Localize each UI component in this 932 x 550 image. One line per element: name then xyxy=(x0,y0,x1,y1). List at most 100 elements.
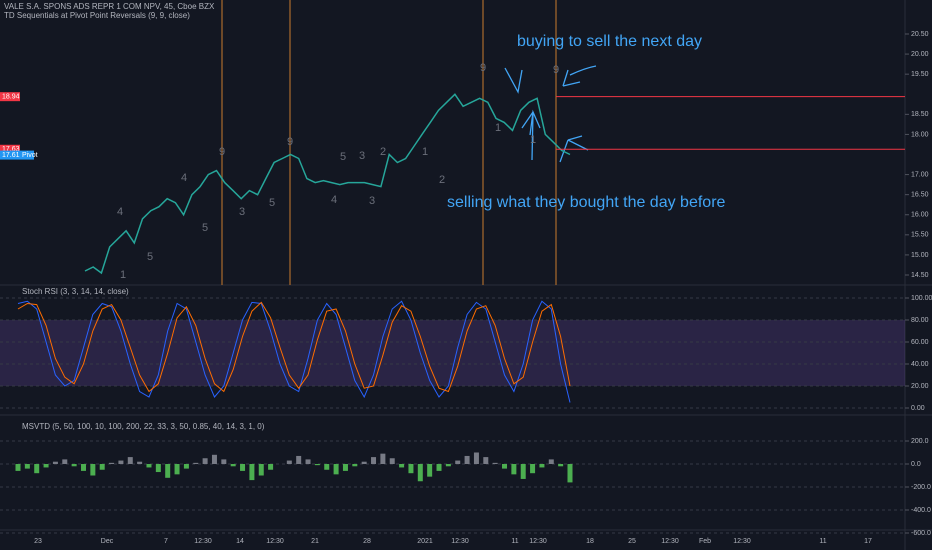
x-tick-label: 12:30 xyxy=(194,538,212,545)
y-tick-label: 15.00 xyxy=(911,252,929,259)
bar xyxy=(380,453,386,464)
bar xyxy=(548,459,554,464)
td-count: 9 xyxy=(480,62,486,74)
x-tick-label: 11 xyxy=(511,538,518,545)
x-tick-label: Feb xyxy=(699,538,711,545)
td-count: 9 xyxy=(287,136,293,148)
y-tick-label: 80.00 xyxy=(911,317,929,324)
td-count: 4 xyxy=(117,206,123,218)
bar xyxy=(174,464,180,475)
bar xyxy=(24,464,30,469)
indicator-title: Stoch RSI (3, 3, 14, 14, close) xyxy=(22,287,129,296)
td-count: 1 xyxy=(120,269,126,281)
bar xyxy=(455,460,461,464)
bar xyxy=(52,461,58,464)
bar xyxy=(511,464,517,475)
y-tick-label: 100.00 xyxy=(911,295,932,302)
series-line xyxy=(17,301,571,393)
bar xyxy=(558,464,564,467)
indicator-title: MSVTD (5, 50, 100, 10, 100, 200, 22, 33,… xyxy=(22,422,265,431)
x-tick-label: 12:30 xyxy=(451,538,469,545)
bar xyxy=(389,458,395,464)
bar xyxy=(193,462,199,464)
td-count: 9 xyxy=(553,64,559,76)
x-tick-label: 23 xyxy=(34,538,42,545)
y-tick-label: 19.50 xyxy=(911,71,929,78)
td-count: 2 xyxy=(439,174,445,186)
bar xyxy=(137,461,143,464)
price-label-box xyxy=(0,144,20,154)
bar xyxy=(62,459,68,464)
bar xyxy=(371,457,377,464)
bar xyxy=(221,459,227,464)
bar xyxy=(34,464,40,474)
overbought-band xyxy=(0,320,905,386)
bar xyxy=(296,455,302,464)
bar xyxy=(165,464,171,478)
bar xyxy=(417,464,423,482)
x-tick-label: 14 xyxy=(236,538,244,545)
annotation: buying to sell the next day xyxy=(517,33,702,50)
td-count: 5 xyxy=(147,251,153,263)
chart-title: VALE S.A. SPONS ADS REPR 1 COM NPV, 45, … xyxy=(4,2,215,11)
y-tick-label: 15.50 xyxy=(911,232,929,239)
y-tick-label: 18.00 xyxy=(911,131,929,138)
bar xyxy=(202,458,208,464)
bar xyxy=(183,464,189,469)
x-tick-label: 12:30 xyxy=(266,538,284,545)
bar xyxy=(436,464,442,471)
td-count: 1 xyxy=(422,146,428,158)
bar xyxy=(305,459,311,464)
bar xyxy=(286,460,292,464)
price-label: 18.94 xyxy=(2,94,20,101)
bar xyxy=(530,464,536,474)
td-count: 1 xyxy=(495,122,501,134)
td-count: 4 xyxy=(331,194,337,206)
y-tick-label: 16.00 xyxy=(911,212,929,219)
td-count: 5 xyxy=(202,222,208,234)
bar xyxy=(342,464,348,471)
bar xyxy=(473,452,479,464)
bar xyxy=(118,460,124,464)
y-tick-label: 18.50 xyxy=(911,111,929,118)
bar xyxy=(258,464,264,476)
x-tick-label: 7 xyxy=(164,538,168,545)
y-tick-label: 20.00 xyxy=(911,383,929,390)
y-tick-label: 16.50 xyxy=(911,192,929,199)
bar xyxy=(445,464,451,467)
y-tick-label: 0.0 xyxy=(911,461,921,468)
x-tick-label: 2021 xyxy=(417,538,433,545)
x-tick-label: Dec xyxy=(101,538,114,545)
x-tick-label: 12:30 xyxy=(529,538,547,545)
bar xyxy=(268,464,274,470)
price-label: 17.61 xyxy=(2,152,20,159)
td-count: 9 xyxy=(219,146,225,158)
pivot-label: Pivot xyxy=(22,152,38,159)
bar xyxy=(249,464,255,481)
bar xyxy=(324,464,330,470)
x-tick-label: 12:30 xyxy=(661,538,679,545)
bar xyxy=(361,461,367,464)
price-label-box xyxy=(0,150,34,160)
x-tick-label: 21 xyxy=(311,538,319,545)
y-tick-label: -400.0 xyxy=(911,507,931,514)
x-tick-label: 18 xyxy=(586,538,594,545)
td-count: 2 xyxy=(380,146,386,158)
bar xyxy=(80,464,86,471)
td-count: 3 xyxy=(369,195,375,207)
td-count: 5 xyxy=(340,151,346,163)
bar xyxy=(464,455,470,464)
bar xyxy=(333,464,339,475)
price-label: 17.63 xyxy=(2,146,20,153)
y-tick-label: 20.00 xyxy=(911,51,929,58)
y-tick-label: 40.00 xyxy=(911,361,929,368)
y-tick-label: -200.0 xyxy=(911,484,931,491)
hand-arrows xyxy=(504,65,597,163)
price-label-box xyxy=(0,92,20,102)
y-tick-label: 17.00 xyxy=(911,171,929,178)
bar xyxy=(520,464,526,479)
bar xyxy=(71,464,77,467)
bar xyxy=(567,464,573,483)
